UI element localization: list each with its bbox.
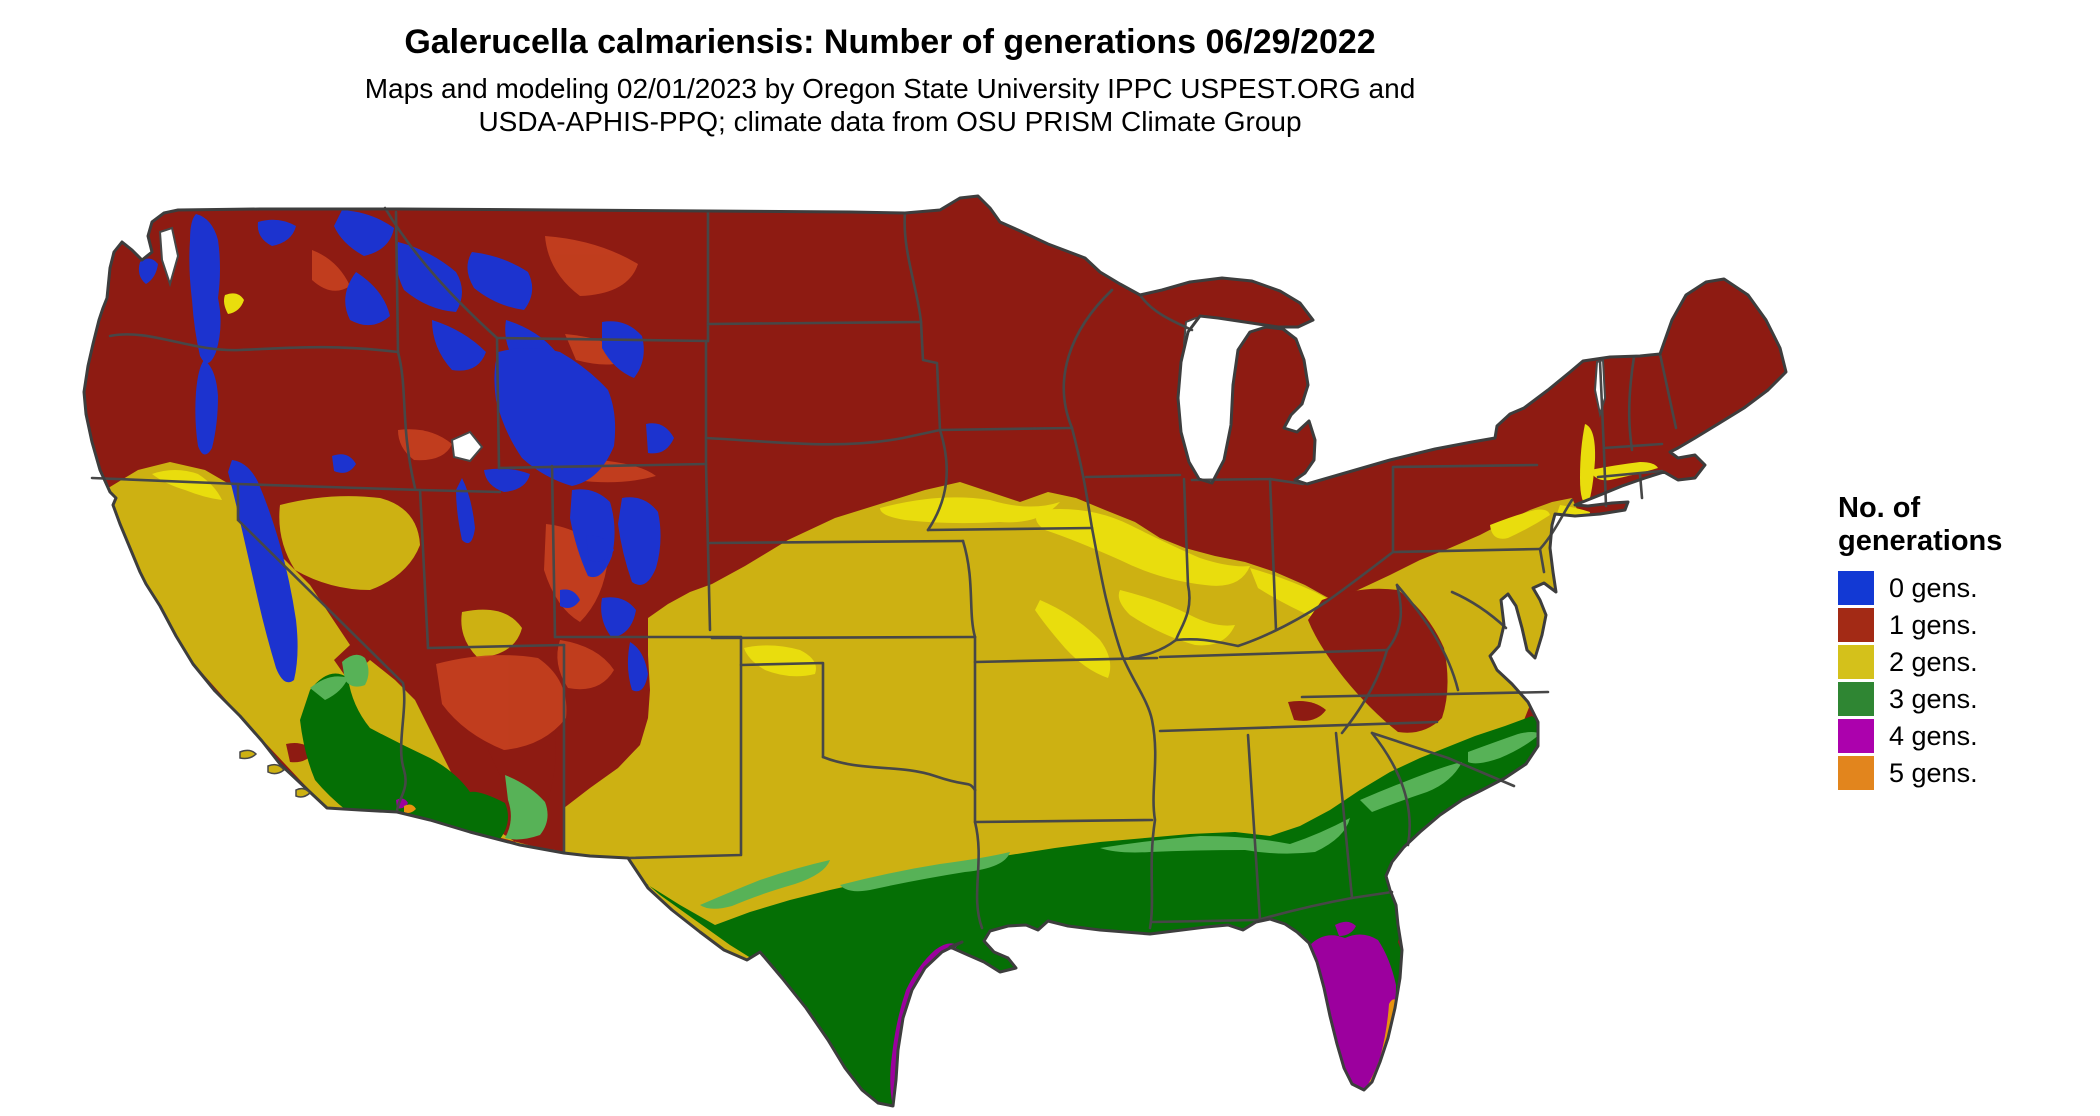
legend-item-3-gens: 3 gens. xyxy=(1838,682,2088,716)
legend-item-2-gens: 2 gens. xyxy=(1838,645,2088,679)
map-subtitle: Maps and modeling 02/01/2023 by Oregon S… xyxy=(0,72,1780,138)
map-region-1-generations-bright xyxy=(312,236,656,750)
legend-swatch-2-gens xyxy=(1838,645,1874,679)
legend-swatch-4-gens xyxy=(1838,719,1874,753)
legend-item-4-gens: 4 gens. xyxy=(1838,719,2088,753)
state-borders xyxy=(90,206,1678,930)
great-salt-lake xyxy=(450,430,484,463)
legend-label-3-gens: 3 gens. xyxy=(1889,683,1978,714)
legend-title-line2: generations xyxy=(1838,525,2003,557)
map-legend: No. of generations 0 gens. 1 gens. 2 gen… xyxy=(1838,492,2088,793)
legend-swatch-3-gens xyxy=(1838,682,1874,716)
legend-swatch-1-gens xyxy=(1838,608,1874,642)
puget-sound xyxy=(158,226,180,288)
legend-swatch-5-gens xyxy=(1838,756,1874,790)
page-header: Galerucella calmariensis: Number of gene… xyxy=(0,22,1780,138)
legend-item-0-gens: 0 gens. xyxy=(1838,571,2088,605)
legend-title: No. of generations xyxy=(1838,492,2088,558)
map-title: Galerucella calmariensis: Number of gene… xyxy=(404,23,1376,61)
legend-label-4-gens: 4 gens. xyxy=(1889,720,1978,751)
map-raster-layers xyxy=(84,196,1786,1106)
legend-item-1-gens: 1 gens. xyxy=(1838,608,2088,642)
legend-label-2-gens: 2 gens. xyxy=(1889,646,1978,677)
channel-islands xyxy=(239,749,312,798)
legend-label-1-gens: 1 gens. xyxy=(1889,609,1978,640)
map-region-0-generations xyxy=(138,210,674,692)
legend-label-0-gens: 0 gens. xyxy=(1889,572,1978,603)
legend-title-line1: No. of xyxy=(1838,492,1921,524)
legend-label-5-gens: 5 gens. xyxy=(1889,757,1978,788)
map-subtitle-line1: Maps and modeling 02/01/2023 by Oregon S… xyxy=(364,73,1416,104)
map-region-3-generations-light xyxy=(310,654,1540,909)
us-outline xyxy=(82,194,1788,1108)
legend-swatch-0-gens xyxy=(1838,571,1874,605)
legend-item-5-gens: 5 gens. xyxy=(1838,756,2088,790)
map-subtitle-line2: USDA-APHIS-PPQ; climate data from OSU PR… xyxy=(478,106,1302,137)
